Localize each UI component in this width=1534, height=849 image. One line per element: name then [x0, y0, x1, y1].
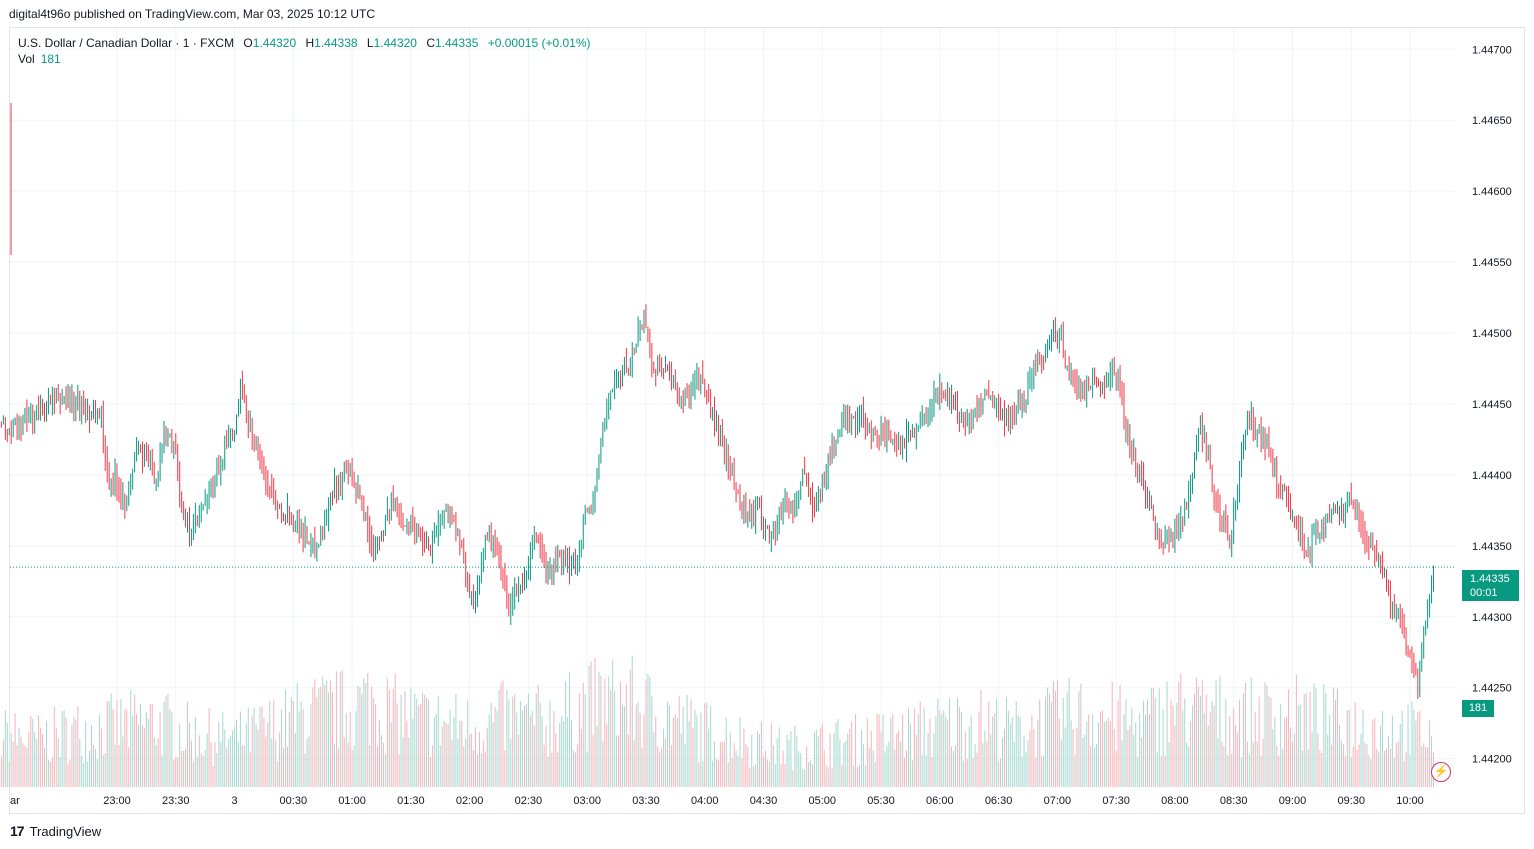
x-tick-label: 05:30: [867, 795, 895, 807]
x-tick-label: 09:00: [1279, 795, 1307, 807]
volume-value: 181: [40, 52, 61, 66]
x-tick-label: 04:30: [750, 795, 778, 807]
footer: 17 TradingView: [10, 823, 101, 839]
last-price-tag: 1.44335 00:01: [1462, 570, 1519, 601]
y-tick-label: 1.44650: [1472, 115, 1512, 127]
x-tick-label: 3: [231, 795, 237, 807]
high-value: 1.44338: [314, 36, 358, 50]
y-tick-label: 1.44700: [1472, 44, 1512, 56]
x-tick-label: 02:00: [456, 795, 484, 807]
x-tick-label: 04:00: [691, 795, 719, 807]
volume-legend: Vol 181: [18, 52, 61, 66]
high-label: H: [305, 36, 315, 50]
y-tick-label: 1.44450: [1472, 399, 1512, 411]
x-tick-label: 08:00: [1161, 795, 1189, 807]
y-tick-label: 1.44250: [1472, 683, 1512, 695]
volume-label[interactable]: Vol: [18, 52, 35, 66]
x-tick-label: 09:30: [1337, 795, 1365, 807]
y-tick-label: 1.44350: [1472, 541, 1512, 553]
change-value: +0.00015 (+0.01%): [487, 36, 591, 50]
y-tick-label: 1.44600: [1472, 186, 1512, 198]
x-tick-label: 23:30: [162, 795, 190, 807]
volume-tag: 181: [1462, 700, 1494, 717]
x-tick-label: 07:00: [1044, 795, 1072, 807]
x-tick-label: 23:00: [103, 795, 131, 807]
x-tick-label: 07:30: [1102, 795, 1130, 807]
close-label: C: [426, 36, 435, 50]
x-tick-label: 06:00: [926, 795, 954, 807]
x-tick-label: 02:30: [515, 795, 543, 807]
y-tick-label: 1.44300: [1472, 612, 1512, 624]
open-label: O: [243, 36, 253, 50]
x-tick-label: 10:00: [1396, 795, 1424, 807]
y-tick-label: 1.44400: [1472, 470, 1512, 482]
x-tick-label: 01:00: [338, 795, 366, 807]
x-tick-label: 06:30: [985, 795, 1013, 807]
low-value: 1.44320: [373, 36, 417, 50]
open-value: 1.44320: [252, 36, 297, 50]
x-tick-label: 08:30: [1220, 795, 1248, 807]
footer-brand[interactable]: TradingView: [29, 823, 102, 839]
publish-line: digital4t96o published on TradingView.co…: [9, 7, 376, 21]
chart-frame[interactable]: [9, 27, 1525, 814]
x-tick-label: 03:00: [573, 795, 601, 807]
tradingview-logo-icon[interactable]: 17: [10, 823, 25, 839]
y-tick-label: 1.44200: [1472, 754, 1512, 766]
y-tick-label: 1.44500: [1472, 328, 1512, 340]
x-tick-label: 05:00: [809, 795, 837, 807]
low-label: L: [366, 36, 374, 50]
y-tick-label: 1.44550: [1472, 257, 1512, 269]
chart-legend: U.S. Dollar / Canadian Dollar · 1 · FXCM…: [18, 35, 590, 52]
x-tick-label: 00:30: [280, 795, 308, 807]
x-tick-label: ar: [10, 795, 20, 807]
flash-icon[interactable]: ⚡: [1431, 762, 1451, 782]
close-value: 1.44335: [435, 36, 479, 50]
last-price-value: 1.44335: [1470, 573, 1510, 585]
x-tick-label: 01:30: [397, 795, 425, 807]
x-tick-label: 03:30: [632, 795, 660, 807]
bar-countdown: 00:01: [1470, 587, 1498, 599]
symbol-name[interactable]: U.S. Dollar / Canadian Dollar · 1 · FXCM: [18, 36, 235, 50]
